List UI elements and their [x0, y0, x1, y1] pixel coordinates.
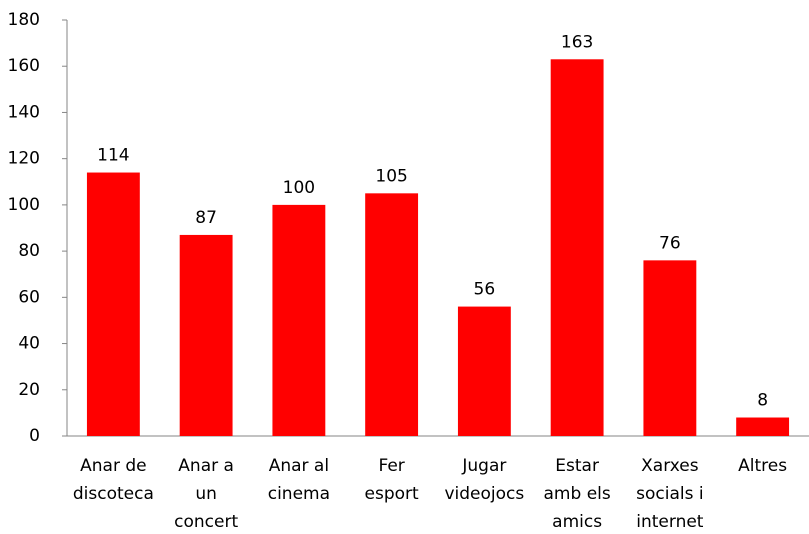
- x-tick-label: Fer: [378, 456, 404, 476]
- y-tick-label: 140: [8, 102, 40, 122]
- x-tick-label: Xarxes: [641, 456, 699, 476]
- x-tick-label: Anar a: [178, 456, 234, 476]
- bar: [550, 59, 604, 437]
- bar: [736, 417, 790, 436]
- x-tick-label: Anar de: [80, 456, 146, 476]
- bar: [457, 306, 511, 436]
- y-tick-label: 20: [18, 380, 40, 400]
- x-tick-label: concert: [174, 512, 238, 532]
- x-tick-label: cinema: [268, 484, 330, 504]
- y-tick-label: 160: [8, 56, 40, 76]
- x-tick-label: Altres: [738, 456, 787, 476]
- data-label: 76: [659, 233, 681, 253]
- bar: [365, 193, 419, 436]
- data-label: 8: [757, 391, 768, 411]
- x-tick-label: videojocs: [444, 484, 524, 504]
- y-tick-label: 0: [29, 426, 40, 446]
- x-tick-label: socials i: [636, 484, 703, 504]
- x-tick-label: discoteca: [73, 484, 154, 504]
- y-tick-label: 180: [8, 10, 40, 30]
- data-label: 163: [561, 32, 593, 52]
- bar: [272, 204, 326, 436]
- bar: [179, 234, 233, 436]
- y-tick-label: 100: [8, 195, 40, 215]
- x-tick-label: amics: [552, 512, 602, 532]
- data-label: 56: [474, 280, 496, 300]
- data-label: 87: [195, 208, 217, 228]
- x-tick-label: un: [195, 484, 217, 504]
- x-tick-label: Jugar: [461, 456, 506, 476]
- x-tick-label: amb els: [544, 484, 611, 504]
- data-label: 100: [283, 178, 315, 198]
- x-tick-label: Anar al: [269, 456, 329, 476]
- x-tick-label: esport: [365, 484, 419, 504]
- x-tick-label: Estar: [555, 456, 599, 476]
- data-label: 114: [97, 146, 129, 166]
- x-tick-label: internet: [636, 512, 704, 532]
- y-tick-label: 80: [18, 241, 40, 261]
- bar: [643, 260, 697, 436]
- y-tick-label: 60: [18, 287, 40, 307]
- y-tick-label: 40: [18, 334, 40, 354]
- bar: [86, 172, 140, 437]
- data-label: 105: [375, 166, 407, 186]
- y-tick-label: 120: [8, 149, 40, 169]
